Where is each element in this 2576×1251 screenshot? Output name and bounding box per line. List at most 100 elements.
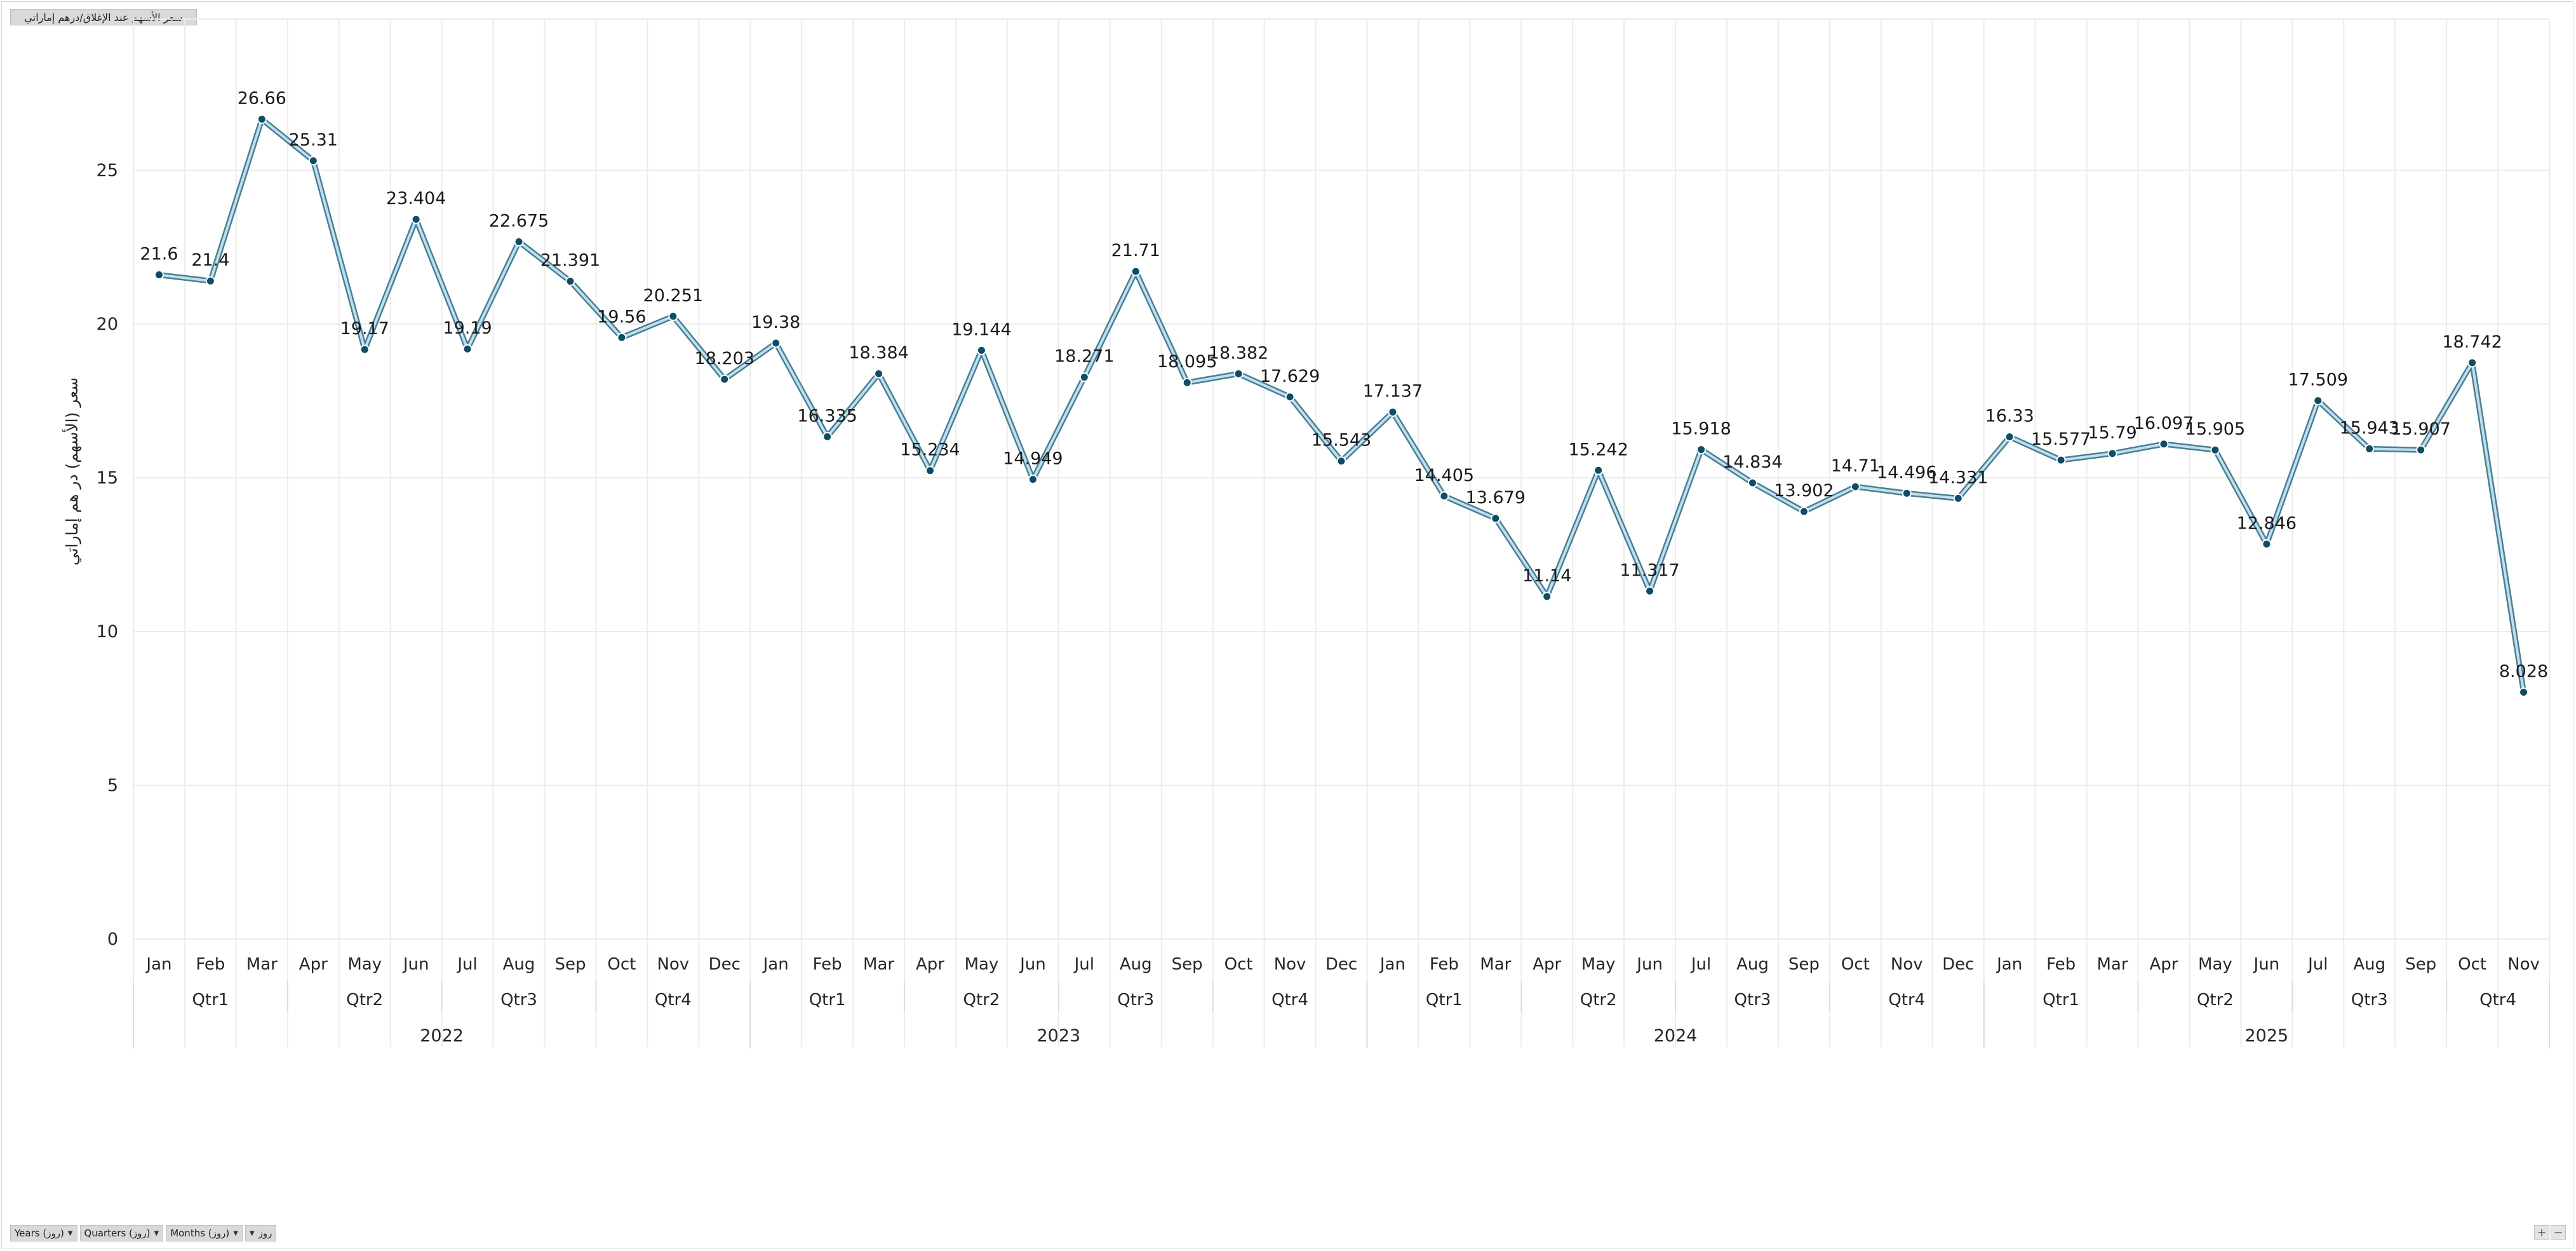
- x-month-label: Sep: [2405, 955, 2436, 974]
- data-point: [565, 276, 575, 287]
- x-quarter-label: Qtr4: [2479, 991, 2516, 1010]
- data-label: 18.384: [849, 343, 908, 363]
- data-label: 14.405: [1414, 466, 1474, 485]
- data-label: 17.137: [1363, 382, 1423, 402]
- value-field-button[interactable]: سعر الأسهم عند الإغلاق/درهم إماراتي: [10, 9, 197, 25]
- x-quarter-label: Qtr3: [1117, 991, 1154, 1010]
- x-month-label: Jun: [1635, 955, 1663, 974]
- data-label: 16.097: [2134, 414, 2194, 433]
- data-label: 15.543: [1311, 431, 1371, 450]
- extra-field-label: روز: [258, 1227, 272, 1239]
- y-tick-label: 5: [107, 776, 118, 795]
- months-field-button[interactable]: Months (روز) ▼: [166, 1225, 243, 1241]
- data-label: 23.404: [386, 189, 446, 208]
- x-quarter-label: Qtr3: [2351, 991, 2388, 1010]
- data-point: [2519, 687, 2529, 697]
- x-quarter-label: Qtr2: [963, 991, 1000, 1010]
- data-label: 22.675: [489, 212, 549, 231]
- data-label: 13.679: [1466, 488, 1526, 508]
- y-tick-label: 10: [97, 622, 118, 642]
- dropdown-arrow-icon: ▼: [249, 1229, 255, 1237]
- y-tick-label: 25: [97, 161, 118, 180]
- data-point: [2365, 443, 2375, 454]
- x-quarter-label: Qtr1: [809, 991, 846, 1010]
- data-label: 26.66: [238, 89, 286, 109]
- data-label: 17.629: [1260, 367, 1320, 386]
- x-month-label: Feb: [2046, 955, 2076, 974]
- x-month-label: Sep: [1788, 955, 1820, 974]
- x-month-label: Oct: [2458, 955, 2486, 974]
- quarters-field-button[interactable]: Quarters (روز) ▼: [79, 1225, 164, 1241]
- data-point: [1439, 491, 1449, 501]
- x-month-label: Mar: [2097, 955, 2128, 974]
- data-label: 12.846: [2237, 513, 2297, 533]
- y-tick-label: 20: [97, 314, 118, 334]
- data-label: 11.317: [1620, 560, 1679, 580]
- x-month-label: Mar: [246, 955, 278, 974]
- x-month-label: Apr: [299, 955, 328, 974]
- dropdown-arrow-icon: ▼: [233, 1229, 238, 1237]
- data-point: [2107, 449, 2117, 459]
- x-month-label: Jun: [402, 955, 429, 974]
- x-month-label: Oct: [1841, 955, 1870, 974]
- months-field-label: Months (روز): [170, 1227, 230, 1239]
- data-point: [720, 374, 730, 384]
- data-point: [2467, 358, 2478, 368]
- x-month-label: Jul: [1690, 955, 1711, 974]
- data-point: [925, 466, 936, 476]
- data-label: 15.242: [1568, 440, 1628, 459]
- data-point: [1747, 478, 1757, 488]
- data-point: [1542, 592, 1552, 602]
- x-month-label: Dec: [1325, 955, 1357, 974]
- data-point: [976, 345, 986, 355]
- x-month-label: May: [965, 955, 999, 974]
- x-month-label: May: [1581, 955, 1616, 974]
- data-label: 14.71: [1831, 456, 1880, 476]
- x-quarter-label: Qtr3: [1734, 991, 1771, 1010]
- data-label: 19.17: [340, 319, 389, 339]
- x-month-label: Apr: [2149, 955, 2178, 974]
- data-point: [1233, 369, 1244, 379]
- data-label: 19.38: [751, 313, 800, 332]
- x-quarter-label: Qtr3: [500, 991, 537, 1010]
- data-point: [462, 344, 473, 354]
- x-year-label: 2025: [2244, 1026, 2288, 1046]
- data-label: 15.79: [2088, 423, 2137, 443]
- data-point: [205, 276, 215, 286]
- extra-field-button[interactable]: ▼ روز: [245, 1225, 277, 1241]
- quarters-field-label: Quarters (روز): [84, 1227, 151, 1239]
- data-label: 21.6: [140, 245, 178, 264]
- x-month-label: Jul: [456, 955, 477, 974]
- collapse-button[interactable]: −: [2551, 1225, 2566, 1240]
- x-month-label: Jan: [145, 955, 171, 974]
- data-point: [2056, 455, 2066, 465]
- expand-button[interactable]: +: [2534, 1225, 2549, 1240]
- data-point: [1079, 372, 1089, 382]
- x-year-label: 2023: [1036, 1026, 1080, 1046]
- data-point: [257, 114, 267, 125]
- data-label: 14.949: [1003, 449, 1063, 468]
- dropdown-arrow-icon: ▼: [154, 1229, 159, 1237]
- x-quarter-label: Qtr2: [2197, 991, 2234, 1010]
- x-month-label: Jul: [2307, 955, 2328, 974]
- x-month-label: Jun: [1019, 955, 1046, 974]
- data-point: [2262, 539, 2272, 549]
- data-point: [308, 156, 318, 166]
- data-label: 19.19: [443, 318, 492, 338]
- data-point: [1953, 493, 1963, 503]
- data-point: [1645, 586, 1655, 596]
- data-label: 25.31: [289, 130, 338, 150]
- years-field-label: Years (روز): [15, 1227, 64, 1239]
- data-point: [668, 311, 678, 321]
- x-month-label: Nov: [657, 955, 689, 974]
- x-month-label: Feb: [196, 955, 225, 974]
- years-field-button[interactable]: Years (روز) ▼: [10, 1225, 77, 1241]
- x-month-label: Jan: [1996, 955, 2022, 974]
- data-point: [2313, 396, 2323, 406]
- data-point: [2159, 439, 2169, 449]
- x-month-label: May: [347, 955, 382, 974]
- data-label: 15.577: [2031, 429, 2091, 449]
- data-label: 15.918: [1671, 419, 1731, 439]
- data-label: 18.203: [695, 349, 755, 369]
- x-month-label: Oct: [607, 955, 636, 974]
